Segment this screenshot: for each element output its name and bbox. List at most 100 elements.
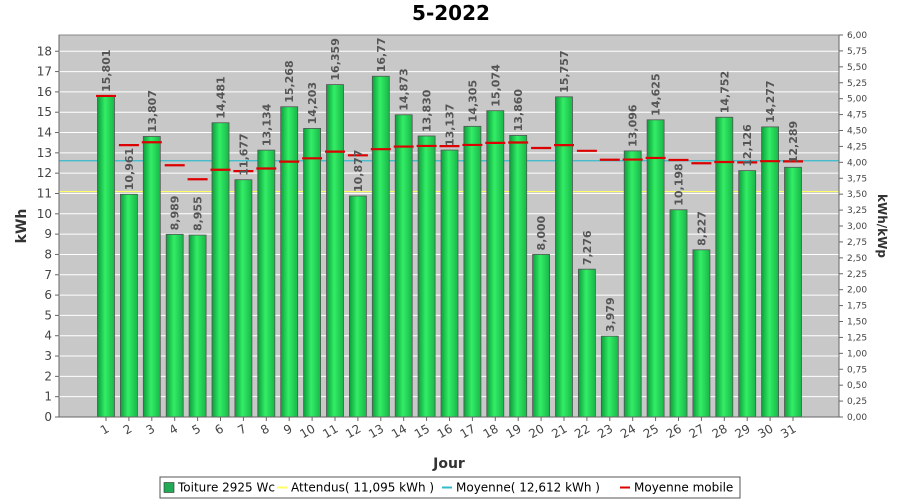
y-right-tick-label: 5,00 [847, 95, 867, 105]
y-right-tick-label: 0,75 [847, 365, 867, 375]
bar [532, 254, 550, 418]
data-label: 13,830 [421, 89, 434, 132]
bar [784, 166, 802, 418]
data-label: 13,137 [444, 104, 457, 146]
data-label: 16,77 [375, 37, 388, 72]
x-axis: 1 2 3 4 5 6 7 8 9 10 11 12 13 14 15 16 17 18 19 20 21 22 23 24 2… [59, 416, 839, 441]
x-tick-label: 11 [320, 421, 340, 441]
bar [97, 95, 115, 418]
x-tick-label: 18 [481, 421, 501, 441]
data-label: 12,289 [787, 121, 800, 163]
y-right-tick-label: 3,75 [847, 174, 867, 184]
bar [578, 268, 596, 418]
y-right-tick-label: 1,50 [847, 318, 867, 328]
y-tick-label: 16 [37, 85, 52, 99]
bar [142, 136, 161, 418]
y-right-tick-label: 3,50 [847, 190, 867, 200]
y-right-tick-label: 1,75 [847, 302, 867, 312]
bar [371, 75, 390, 418]
x-tick-label: 8 [258, 421, 272, 437]
bar [440, 149, 459, 418]
x-tick-label: 17 [458, 421, 478, 441]
x-tick-label: 19 [503, 421, 523, 441]
legend: Toiture 2925 Wc Attendus( 11,095 kWh ) Moy… [159, 476, 741, 499]
data-label: 8,989 [169, 196, 182, 231]
bar [761, 126, 779, 418]
bar [600, 335, 619, 418]
y-tick-label: 8 [44, 247, 52, 261]
legend-label: Toiture 2925 Wc [177, 481, 275, 495]
x-tick-label: 2 [121, 421, 135, 437]
data-label: 8,227 [695, 211, 708, 246]
bar [669, 209, 688, 418]
y-tick-label: 4 [44, 329, 52, 343]
y-tick-label: 17 [37, 65, 52, 79]
bar [234, 179, 253, 418]
y-right-tick-label: 1,25 [847, 333, 867, 343]
bar [257, 149, 276, 418]
bars [97, 75, 802, 418]
data-label: 14,625 [650, 73, 663, 115]
y-tick-label: 13 [37, 146, 52, 160]
bar [509, 134, 528, 418]
y-tick-label: 14 [37, 126, 52, 140]
bar [394, 114, 413, 418]
y-tick-label: 7 [44, 268, 52, 282]
x-tick-label: 3 [144, 421, 158, 437]
y-tick-label: 0 [44, 410, 52, 424]
y-tick-label: 12 [37, 166, 52, 180]
y-right-tick-label: 2,00 [847, 286, 867, 296]
data-label: 15,268 [283, 60, 296, 102]
y-right-tick-label: 0,50 [847, 381, 867, 391]
y-right-tick-label: 4,25 [847, 142, 867, 152]
data-label: 15,074 [489, 64, 502, 107]
x-tick-label: 7 [235, 421, 249, 437]
y-tick-label: 5 [44, 308, 52, 322]
x-tick-label: 5 [189, 421, 203, 437]
x-tick-label: 21 [549, 421, 569, 441]
y-right-tick-label: 5,50 [847, 63, 867, 73]
data-label: 11,677 [237, 133, 250, 175]
y-tick-label: 2 [44, 369, 52, 383]
y-axis-right: 0,00 0,25 0,50 0,75 1,00 1,25 1,50 1,75 2,00 2,25… [838, 31, 867, 423]
x-tick-label: 31 [778, 421, 798, 441]
x-tick-label: 28 [710, 421, 730, 441]
y-right-tick-label: 6,00 [847, 31, 867, 41]
x-tick-label: 12 [343, 421, 363, 441]
bar [120, 193, 138, 418]
data-label: 10,877 [352, 150, 365, 192]
data-label: 8,000 [535, 215, 548, 250]
legend-label: Moyenne mobile [634, 481, 733, 495]
y-right-tick-label: 4,50 [847, 127, 867, 137]
x-axis-title: Jour [432, 456, 465, 472]
x-tick-label: 6 [212, 421, 226, 437]
data-label: 14,752 [718, 71, 731, 113]
y-tick-label: 6 [44, 288, 52, 302]
bar [623, 150, 642, 418]
data-label: 8,955 [192, 196, 205, 231]
data-label: 3,979 [604, 297, 617, 332]
chart-title: 5-2022 [412, 1, 490, 25]
data-label: 7,276 [581, 230, 594, 265]
y-axis-right-title: kWh/kWp [875, 194, 889, 258]
y-tick-label: 15 [37, 105, 52, 119]
y-right-tick-label: 3,00 [847, 222, 867, 232]
bar [348, 195, 367, 418]
legend-swatch [163, 482, 175, 493]
bar [463, 125, 482, 418]
data-label: 14,203 [306, 82, 319, 124]
legend-label: Attendus( 11,095 kWh ) [291, 481, 434, 495]
bar [738, 170, 757, 418]
x-tick-label: 26 [664, 421, 684, 441]
y-tick-label: 9 [44, 227, 52, 241]
bar [303, 128, 322, 418]
bar [165, 233, 184, 418]
x-tick-label: 4 [167, 421, 181, 437]
data-label: 12,126 [741, 124, 754, 167]
x-tick-label: 13 [366, 421, 386, 441]
y-tick-label: 18 [37, 44, 52, 58]
y-axis-title: kWh [14, 209, 30, 244]
bar [417, 135, 436, 418]
data-label: 14,277 [764, 80, 777, 122]
